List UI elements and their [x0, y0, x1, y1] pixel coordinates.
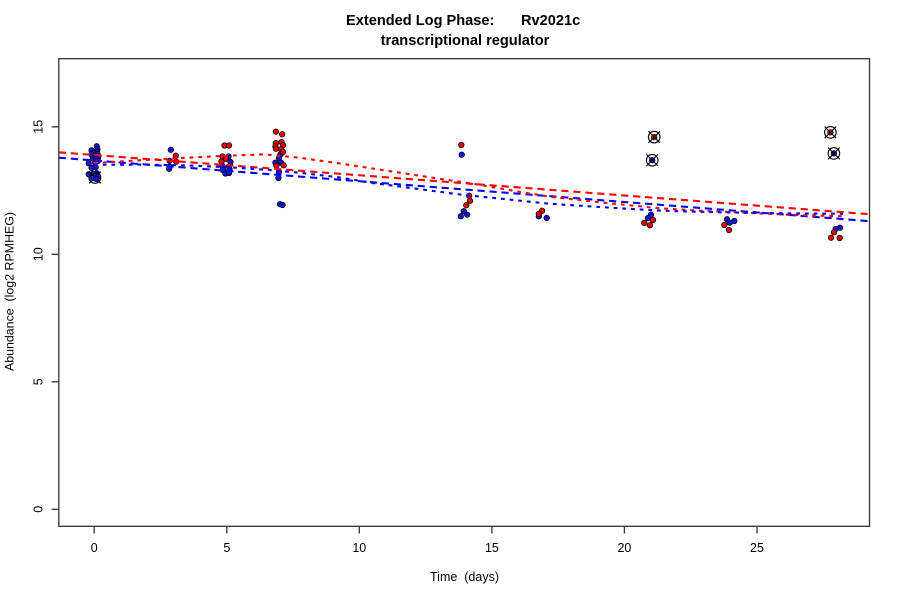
svg-text:15: 15 [485, 541, 499, 555]
svg-text:0: 0 [91, 541, 98, 555]
svg-text:25: 25 [750, 541, 764, 555]
svg-text:Rv2021c: Rv2021c [521, 13, 580, 29]
svg-text:10: 10 [352, 541, 366, 555]
svg-text:10: 10 [31, 247, 45, 261]
svg-text:Extended Log Phase:: Extended Log Phase: [346, 13, 494, 29]
svg-text:Abundance (log2 RPMHEG): Abundance (log2 RPMHEG) [2, 212, 16, 371]
svg-text:15: 15 [31, 120, 45, 134]
svg-text:20: 20 [617, 541, 631, 555]
svg-text:Time (days): Time (days) [430, 570, 499, 584]
svg-text:transcriptional regulator: transcriptional regulator [381, 33, 550, 49]
svg-text:5: 5 [31, 378, 45, 385]
svg-text:0: 0 [31, 506, 45, 513]
svg-text:5: 5 [223, 541, 230, 555]
